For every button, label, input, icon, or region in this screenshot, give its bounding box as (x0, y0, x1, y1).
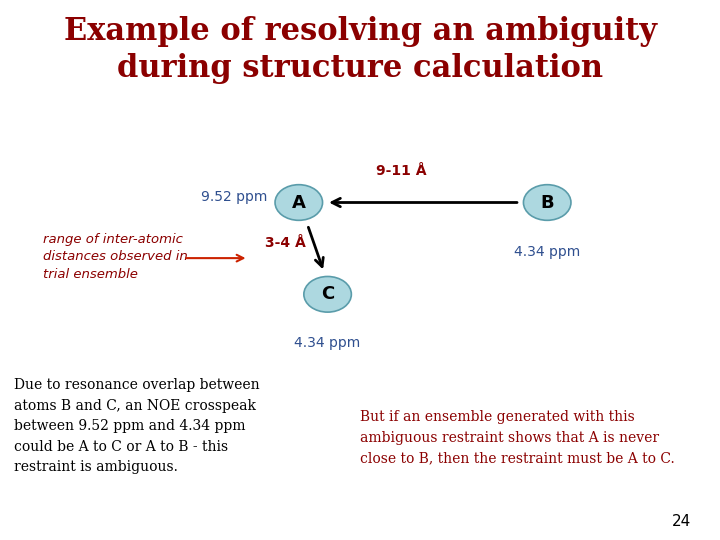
Circle shape (304, 276, 351, 312)
Text: 3-4 Å: 3-4 Å (265, 236, 306, 250)
Text: C: C (321, 285, 334, 303)
Circle shape (523, 185, 571, 220)
Text: 4.34 ppm: 4.34 ppm (294, 336, 361, 350)
Text: But if an ensemble generated with this
ambiguous restraint shows that A is never: But if an ensemble generated with this a… (360, 410, 675, 465)
Text: 9-11 Å: 9-11 Å (376, 164, 427, 178)
Text: 24: 24 (672, 514, 691, 529)
Text: 4.34 ppm: 4.34 ppm (514, 245, 580, 259)
Circle shape (275, 185, 323, 220)
Text: range of inter-atomic
distances observed in
trial ensemble: range of inter-atomic distances observed… (43, 233, 188, 280)
Text: Example of resolving an ambiguity
during structure calculation: Example of resolving an ambiguity during… (63, 16, 657, 84)
Text: B: B (541, 193, 554, 212)
Text: A: A (292, 193, 306, 212)
Text: Due to resonance overlap between
atoms B and C, an NOE crosspeak
between 9.52 pp: Due to resonance overlap between atoms B… (14, 378, 260, 475)
Text: 9.52 ppm: 9.52 ppm (202, 190, 268, 204)
